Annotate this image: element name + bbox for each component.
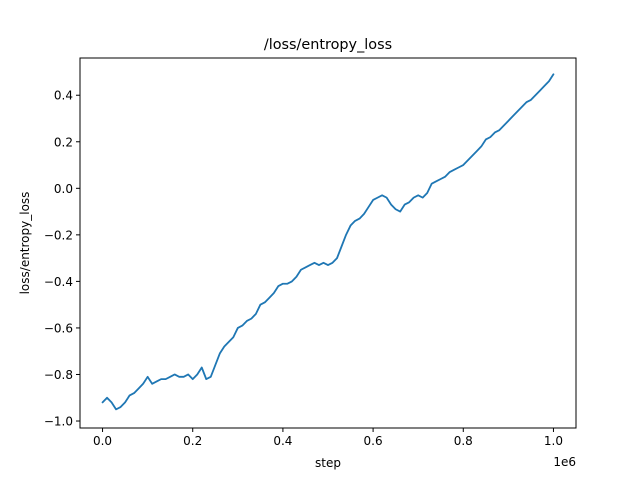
y-tick-label: −0.6 (44, 321, 73, 335)
x-axis-label: step (315, 456, 341, 470)
y-tick-label: −0.8 (44, 368, 73, 382)
series-line (101, 73, 555, 411)
x-tick-label: 0.0 (93, 434, 112, 448)
y-axis-label: loss/entropy_loss (18, 192, 32, 295)
axis-ticks: 0.0 0.2 0.4 0.6 0.8 1.0 −1.0 −0.8 −0.6 −0.4 −0.2 0.… (44, 89, 563, 448)
y-tick-label: 0.4 (54, 89, 73, 103)
y-tick-label: 0.2 (54, 135, 73, 149)
x-tick-label: 0.2 (183, 434, 202, 448)
x-axis-offset-label: 1e6 (553, 455, 576, 469)
x-tick-label: 1.0 (544, 434, 563, 448)
y-tick-label: −0.2 (44, 228, 73, 242)
y-tick-label: −1.0 (44, 415, 73, 429)
chart-title: /loss/entropy_loss (264, 37, 392, 53)
y-tick-label: −0.4 (44, 275, 73, 289)
x-tick-label: 0.4 (273, 434, 292, 448)
plot-frame (79, 57, 577, 429)
x-tick-label: 0.8 (454, 434, 473, 448)
plot-area (101, 73, 555, 411)
y-tick-label: 0.0 (54, 182, 73, 196)
x-tick-label: 0.6 (364, 434, 383, 448)
